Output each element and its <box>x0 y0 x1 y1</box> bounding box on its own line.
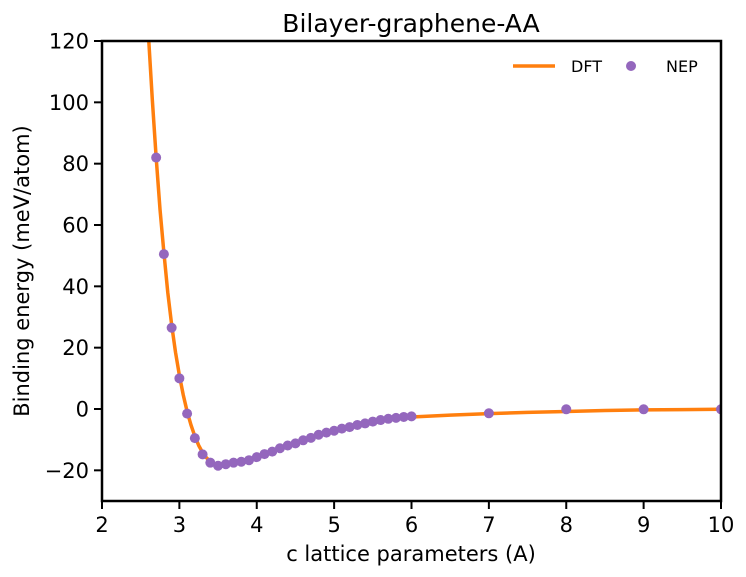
y-tick-label: 0 <box>76 398 89 422</box>
nep-point <box>259 449 270 460</box>
x-tick-label: 6 <box>405 513 418 537</box>
nep-point <box>251 452 262 463</box>
x-tick-label: 7 <box>482 513 495 537</box>
chart-title: Bilayer-graphene-AA <box>282 9 539 38</box>
legend-dft-label: DFT <box>571 57 602 76</box>
legend-nep-marker <box>626 61 636 71</box>
x-tick-label: 5 <box>327 513 340 537</box>
nep-point <box>391 412 402 423</box>
x-tick-label: 8 <box>560 513 573 537</box>
ticks-layer: 2 3 4 5 6 7 8 9 10 −20 0 20 40 60 80 100 120 <box>45 30 735 538</box>
nep-point <box>398 411 409 422</box>
x-tick-label: 4 <box>250 513 263 537</box>
nep-point <box>321 427 332 438</box>
nep-point <box>174 373 185 384</box>
nep-point <box>244 455 255 466</box>
y-tick-label: 100 <box>49 91 89 115</box>
nep-point <box>189 433 200 444</box>
nep-point <box>158 249 169 260</box>
nep-point <box>638 404 649 415</box>
nep-point <box>344 422 355 433</box>
nep-point <box>561 404 572 415</box>
nep-point <box>329 425 340 436</box>
plot-frame <box>100 39 723 503</box>
nep-point <box>228 457 239 468</box>
y-tick-label: −20 <box>45 459 89 483</box>
x-tick-label: 10 <box>708 513 735 537</box>
nep-point <box>236 456 247 467</box>
nep-point <box>483 408 494 419</box>
nep-point <box>197 449 208 460</box>
nep-point <box>166 322 177 333</box>
nep-point <box>182 408 193 419</box>
nep-point <box>352 419 363 430</box>
nep-point <box>282 440 293 451</box>
y-tick-label: 40 <box>62 275 89 299</box>
y-tick-label: 20 <box>62 336 89 360</box>
nep-point <box>383 413 394 424</box>
nep-point <box>313 429 324 440</box>
nep-point <box>151 152 162 163</box>
y-tick-label: 120 <box>49 30 89 54</box>
series-layer <box>147 41 721 471</box>
nep-point <box>305 432 316 443</box>
nep-point <box>406 411 417 422</box>
x-tick-label: 3 <box>173 513 186 537</box>
nep-point <box>367 416 378 427</box>
legend: DFT NEP <box>513 57 698 76</box>
nep-point <box>290 438 301 449</box>
nep-point <box>220 459 231 470</box>
nep-point <box>360 418 371 429</box>
x-axis-label: c lattice parameters (A) <box>286 542 536 566</box>
x-tick-label: 9 <box>637 513 650 537</box>
y-tick-label: 80 <box>62 152 89 176</box>
x-tick-label: 2 <box>95 513 108 537</box>
y-tick-label: 60 <box>62 214 89 238</box>
nep-point <box>213 460 224 471</box>
legend-nep-label: NEP <box>666 57 698 76</box>
y-axis-label: Binding energy (meV/atom) <box>10 125 34 417</box>
nep-point <box>336 423 347 434</box>
nep-point <box>274 443 285 454</box>
nep-point <box>375 415 386 426</box>
nep-point <box>267 446 278 457</box>
nep-point <box>298 435 309 446</box>
nep-point <box>205 457 216 468</box>
